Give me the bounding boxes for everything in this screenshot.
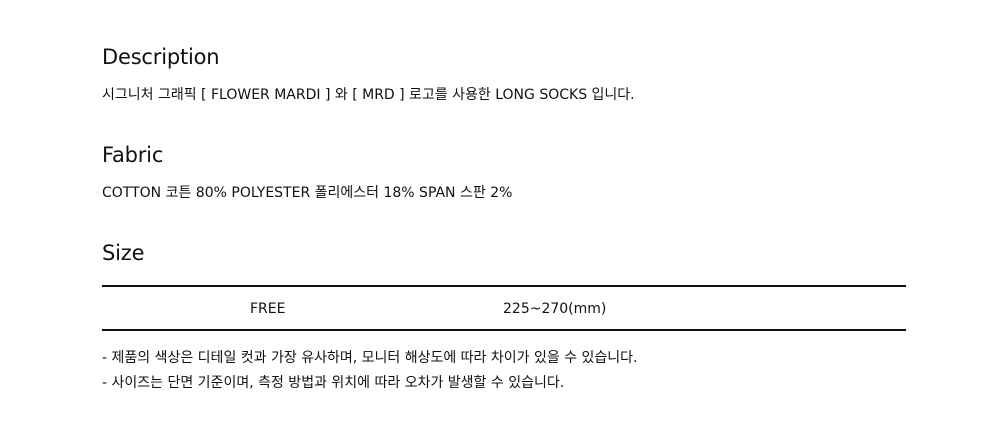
description-heading: Description (102, 45, 220, 69)
note-size: - 사이즈는 단면 기준이며, 측정 방법과 위치에 따라 오차가 발생할 수 … (102, 375, 565, 391)
fabric-text: COTTON 코튼 80% POLYESTER 폴리에스터 18% SPAN 스… (102, 185, 513, 201)
size-table-top-rule (102, 285, 906, 287)
size-table-bottom-rule (102, 329, 906, 331)
fabric-heading: Fabric (102, 143, 164, 167)
description-text: 시그니처 그래픽 [ FLOWER MARDI ] 와 [ MRD ] 로고를 … (102, 87, 635, 103)
size-range-cell: 225~270(mm) (503, 301, 607, 317)
size-cell: FREE (250, 301, 286, 317)
note-color: - 제품의 색상은 디테일 컷과 가장 유사하며, 모니터 해상도에 따라 차이… (102, 350, 638, 366)
size-heading: Size (102, 241, 145, 265)
